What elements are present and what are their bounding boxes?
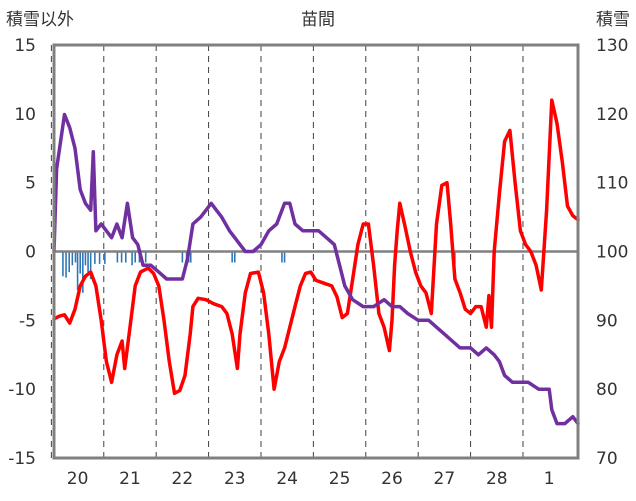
left-axis-title: 積雪以外	[6, 10, 74, 30]
left-tick-label: -10	[8, 380, 36, 400]
right-tick-label: 70	[596, 449, 618, 469]
snow-depth-line	[52, 112, 580, 426]
right-tick-label: 90	[596, 311, 618, 331]
right-tick-label: 100	[596, 243, 628, 263]
precipitation-bar	[120, 251, 123, 263]
x-tick-label: 26	[381, 469, 403, 489]
vertical-grid	[50, 45, 524, 458]
precipitation-bar	[116, 251, 119, 263]
precipitation-bar	[71, 251, 74, 266]
precipitation-bar	[231, 251, 233, 263]
precipitation-bar	[104, 251, 106, 264]
precipitation-bar	[89, 251, 92, 280]
precipitation-bar	[181, 251, 184, 263]
precipitation-bar	[131, 251, 133, 266]
precipitation-bar	[283, 251, 286, 263]
x-axis-ticks: 20 21 22 23 24 25 26 27 28 1	[67, 469, 555, 489]
chart-title: 苗間	[301, 10, 335, 30]
plot-frame	[52, 43, 580, 460]
precipitation-bar	[87, 251, 89, 273]
left-tick-label: 10	[14, 105, 36, 125]
x-tick-label: 1	[544, 469, 555, 489]
x-tick-label: 22	[172, 469, 194, 489]
precipitation-bar	[65, 251, 67, 278]
right-axis-title: 積雪	[596, 10, 630, 30]
x-tick-label: 24	[276, 469, 298, 489]
temperature-line	[52, 98, 580, 396]
x-tick-label: 20	[67, 469, 89, 489]
precipitation-bar	[79, 251, 81, 274]
precipitation-bar	[94, 251, 96, 264]
right-tick-label: 80	[596, 380, 618, 400]
precipitation-bar	[144, 251, 147, 263]
precipitation-bar	[68, 251, 70, 273]
precipitation-bar	[84, 251, 87, 266]
x-tick-label: 23	[224, 469, 246, 489]
precipitation-bar	[189, 251, 192, 263]
left-tick-label: 0	[25, 243, 36, 263]
left-axis-ticks: 15 10 5 0 -5 -10 -15	[8, 36, 36, 469]
x-tick-label: 21	[119, 469, 141, 489]
right-axis-ticks: 130 120 110 100 90 80 70	[596, 36, 628, 469]
left-tick-label: -5	[19, 311, 36, 331]
x-tick-label: 28	[486, 469, 508, 489]
precipitation-bar	[125, 251, 127, 263]
x-tick-label: 27	[434, 469, 456, 489]
left-tick-label: 5	[25, 174, 36, 194]
precipitation-bar	[281, 251, 283, 263]
precipitation-bar	[233, 251, 236, 263]
precipitation-bar	[134, 251, 137, 263]
right-tick-label: 120	[596, 105, 628, 125]
left-tick-label: -15	[8, 449, 36, 469]
precipitation-bar	[98, 251, 101, 264]
right-tick-label: 130	[596, 36, 628, 56]
precipitation-bar	[74, 251, 77, 263]
series-lines	[52, 98, 580, 426]
precipitation-bar	[82, 251, 84, 293]
precipitation-bar	[62, 251, 64, 277]
right-tick-label: 110	[596, 174, 628, 194]
precipitation-bar	[76, 251, 79, 291]
x-tick-label: 25	[329, 469, 351, 489]
left-tick-label: 15	[14, 36, 36, 56]
